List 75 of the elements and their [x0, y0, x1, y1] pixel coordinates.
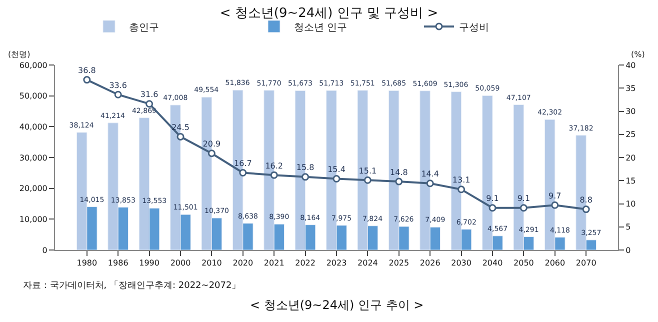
point — [364, 176, 372, 184]
x-tick-label: 2023 — [326, 258, 347, 268]
x-tick-label: 2025 — [388, 258, 410, 268]
chart-title: < 청소년(9~24세) 인구 및 구성비 > — [220, 6, 438, 22]
x-tick-label: 2021 — [264, 258, 284, 268]
data-label: 15.4 — [328, 165, 346, 174]
data-label: 33.6 — [109, 80, 128, 90]
y2-tick-label: 10 — [626, 200, 636, 209]
data-label: 9.1 — [486, 194, 499, 204]
point — [83, 76, 91, 84]
y-tick-label: 10,000 — [19, 214, 48, 224]
x-tick-label: 2050 — [514, 258, 534, 268]
y2-tick-label: 15 — [626, 176, 636, 186]
x-tick-label: 2000 — [170, 258, 191, 268]
point — [208, 150, 216, 158]
x-tick-label: 2026 — [420, 258, 440, 268]
point — [146, 100, 154, 108]
x-tick-label: 1980 — [76, 258, 98, 268]
point — [582, 206, 590, 214]
y-tick-label: 50,000 — [19, 92, 48, 101]
data-label: 15.1 — [358, 166, 377, 176]
point — [239, 169, 247, 177]
legend-label: 청소년 인구 — [294, 22, 348, 34]
text: < 청소년(9~24세) 인구 추이 > — [250, 298, 424, 312]
data-label: 9.1 — [517, 194, 530, 204]
x-tick-label: 1990 — [139, 258, 160, 268]
data-label: 20.9 — [202, 140, 221, 149]
y-tick-label: 30,000 — [19, 153, 48, 162]
data-label: 24.5 — [172, 122, 190, 132]
data-label: 9.7 — [548, 191, 562, 200]
point — [270, 171, 278, 179]
point — [332, 175, 340, 183]
text: 자료 : 국가데이터처, 「장래인구추계: 2022~2072」 — [23, 280, 241, 291]
y2-tick-label: 40 — [626, 60, 636, 70]
point — [426, 180, 434, 188]
y2-tick-label: 0 — [626, 246, 631, 255]
y2-tick-label: 20 — [626, 153, 636, 162]
point — [520, 204, 528, 212]
x-tick-label: 1986 — [108, 258, 128, 268]
legend-label: 총인구 — [129, 22, 159, 34]
data-label: 15.8 — [296, 163, 314, 172]
point — [551, 201, 559, 209]
x-tick-label: 2030 — [451, 258, 472, 268]
y-axis-title: (천명) — [8, 50, 30, 59]
y2-tick-label: 25 — [626, 130, 636, 140]
data-label: 16.7 — [234, 159, 252, 168]
y2-tick-label: 5 — [626, 222, 631, 232]
data-label: 14.4 — [421, 170, 440, 179]
y-tick-label: 60,000 — [19, 60, 48, 70]
point — [395, 178, 403, 186]
x-tick-label: 2020 — [232, 258, 254, 268]
y-tick-label: 0 — [42, 246, 48, 255]
x-tick-label: 2070 — [576, 258, 596, 268]
y2-axis-title: (%) — [631, 50, 645, 59]
data-label: 36.8 — [78, 66, 96, 76]
data-label: 14.8 — [390, 168, 408, 177]
x-tick-label: 2022 — [295, 258, 316, 268]
x-tick-label: 2010 — [202, 258, 222, 268]
y-tick-label: 20,000 — [19, 184, 48, 194]
legend-label: 구성비 — [459, 22, 489, 34]
x-tick-label: 2024 — [358, 258, 378, 268]
y-tick-label: 40,000 — [19, 122, 48, 132]
point — [302, 173, 310, 181]
data-label: 8.8 — [580, 196, 592, 205]
x-tick-label: 2060 — [544, 258, 566, 268]
point — [458, 186, 466, 194]
x-tick-label: 2040 — [482, 258, 503, 268]
y2-tick-label: 30 — [626, 107, 636, 116]
point — [114, 90, 122, 98]
point — [176, 132, 184, 140]
point — [488, 204, 496, 212]
y2-tick-label: 35 — [626, 84, 636, 93]
data-label: 13.1 — [452, 176, 470, 185]
data-label: 31.6 — [140, 90, 158, 100]
data-label: 16.2 — [265, 161, 284, 170]
